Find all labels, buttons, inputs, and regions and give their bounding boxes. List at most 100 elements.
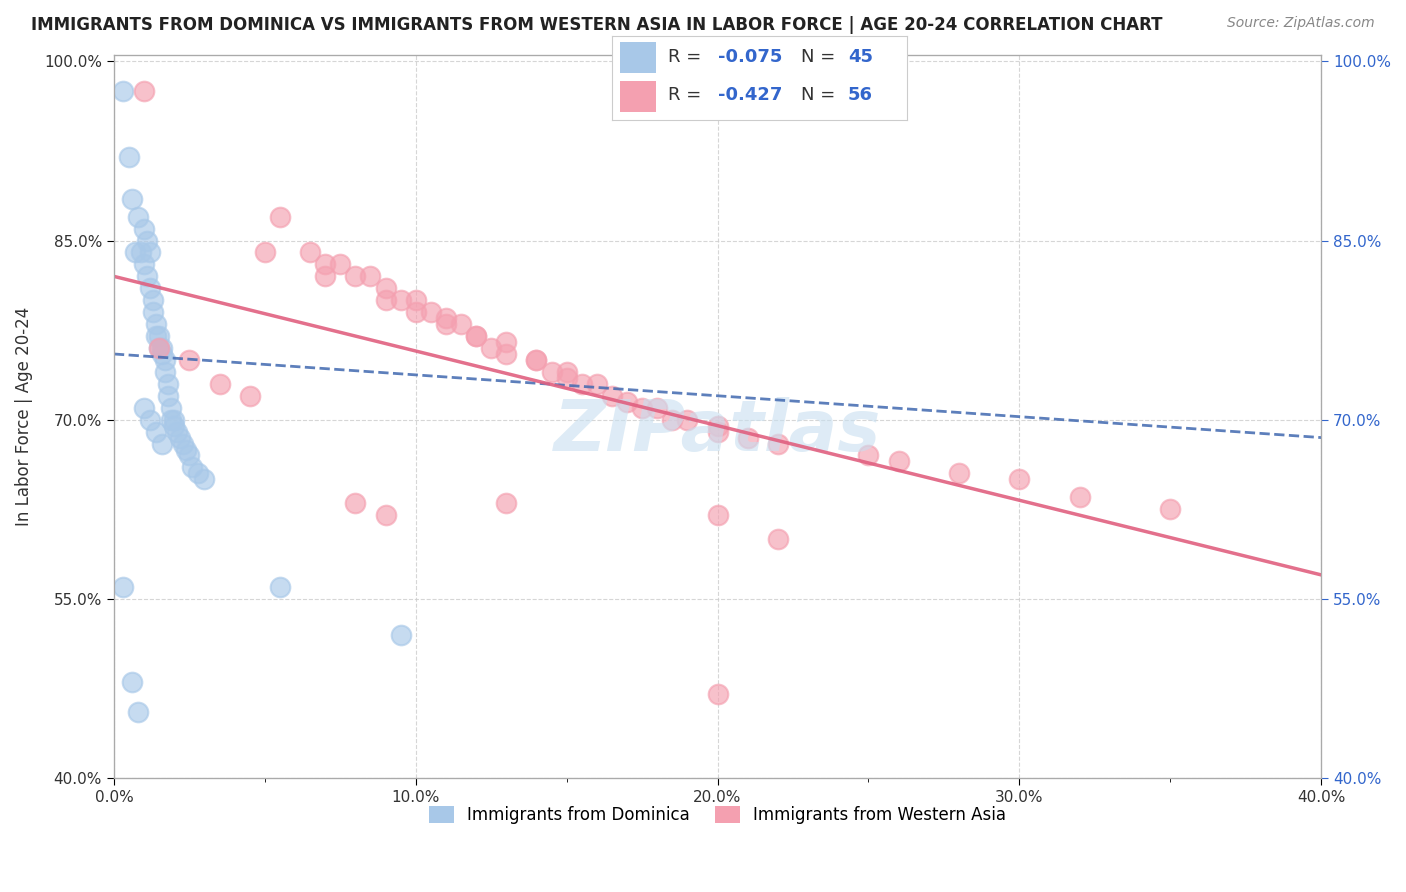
- Point: [495, 347, 517, 361]
- Point: [150, 341, 173, 355]
- Text: -0.075: -0.075: [718, 48, 782, 66]
- Legend: Immigrants from Dominica, Immigrants from Western Asia: Immigrants from Dominica, Immigrants fro…: [422, 799, 1012, 831]
- Point: [676, 412, 699, 426]
- Point: [419, 305, 441, 319]
- Point: [239, 389, 262, 403]
- Point: [155, 353, 177, 368]
- Point: [389, 627, 412, 641]
- FancyBboxPatch shape: [620, 81, 655, 112]
- Point: [145, 329, 167, 343]
- Text: 56: 56: [848, 87, 873, 104]
- Point: [136, 234, 159, 248]
- Point: [172, 436, 194, 450]
- Point: [139, 412, 162, 426]
- Point: [163, 412, 186, 426]
- Point: [166, 425, 188, 439]
- Point: [450, 317, 472, 331]
- Point: [314, 257, 336, 271]
- Point: [555, 365, 578, 379]
- Point: [526, 353, 548, 368]
- Point: [121, 675, 143, 690]
- Point: [465, 329, 488, 343]
- Text: R =: R =: [668, 48, 707, 66]
- Point: [1069, 490, 1091, 504]
- Point: [179, 449, 201, 463]
- Point: [948, 467, 970, 481]
- Point: [150, 347, 173, 361]
- Point: [179, 353, 201, 368]
- Text: IMMIGRANTS FROM DOMINICA VS IMMIGRANTS FROM WESTERN ASIA IN LABOR FORCE | AGE 20: IMMIGRANTS FROM DOMINICA VS IMMIGRANTS F…: [31, 16, 1163, 34]
- Point: [160, 401, 183, 415]
- Point: [169, 431, 191, 445]
- Point: [155, 365, 177, 379]
- Point: [616, 394, 638, 409]
- Point: [1008, 472, 1031, 486]
- Point: [139, 245, 162, 260]
- Text: R =: R =: [668, 87, 707, 104]
- Point: [766, 436, 789, 450]
- Point: [129, 245, 152, 260]
- Text: N =: N =: [800, 48, 841, 66]
- Point: [571, 376, 593, 391]
- Point: [269, 210, 291, 224]
- Point: [193, 472, 215, 486]
- Point: [540, 365, 562, 379]
- FancyBboxPatch shape: [620, 43, 655, 73]
- Point: [181, 460, 204, 475]
- Point: [132, 84, 155, 98]
- Point: [706, 425, 728, 439]
- Point: [145, 317, 167, 331]
- Point: [157, 376, 180, 391]
- Point: [766, 532, 789, 546]
- Point: [136, 269, 159, 284]
- Point: [479, 341, 502, 355]
- Point: [405, 305, 427, 319]
- Point: [434, 311, 457, 326]
- Point: [145, 425, 167, 439]
- Point: [127, 210, 149, 224]
- Point: [187, 467, 209, 481]
- Point: [208, 376, 231, 391]
- Point: [148, 341, 170, 355]
- Point: [585, 376, 607, 391]
- Point: [111, 84, 134, 98]
- Point: [299, 245, 322, 260]
- Point: [737, 431, 759, 445]
- Point: [142, 305, 165, 319]
- Text: -0.427: -0.427: [718, 87, 782, 104]
- Point: [132, 257, 155, 271]
- Point: [344, 269, 367, 284]
- Point: [124, 245, 146, 260]
- Point: [118, 150, 141, 164]
- Point: [121, 192, 143, 206]
- Point: [405, 293, 427, 308]
- Point: [359, 269, 381, 284]
- Point: [148, 341, 170, 355]
- Point: [495, 334, 517, 349]
- Point: [329, 257, 352, 271]
- Point: [127, 705, 149, 719]
- Point: [887, 454, 910, 468]
- Point: [142, 293, 165, 308]
- Point: [132, 221, 155, 235]
- Point: [645, 401, 668, 415]
- Point: [132, 401, 155, 415]
- Point: [706, 508, 728, 523]
- Point: [150, 436, 173, 450]
- Point: [111, 580, 134, 594]
- Point: [858, 449, 880, 463]
- Point: [1159, 502, 1181, 516]
- Point: [314, 269, 336, 284]
- Point: [374, 508, 396, 523]
- Point: [661, 412, 683, 426]
- Point: [374, 281, 396, 295]
- Point: [706, 687, 728, 701]
- Point: [160, 412, 183, 426]
- Point: [526, 353, 548, 368]
- Text: 45: 45: [848, 48, 873, 66]
- Point: [600, 389, 623, 403]
- Point: [253, 245, 276, 260]
- Y-axis label: In Labor Force | Age 20-24: In Labor Force | Age 20-24: [15, 307, 32, 526]
- Point: [374, 293, 396, 308]
- Point: [706, 418, 728, 433]
